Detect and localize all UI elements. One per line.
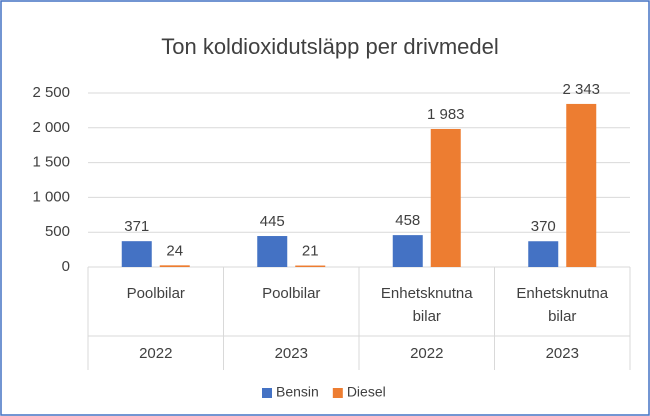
- data-label: 1 983: [427, 106, 465, 123]
- x-group-label: 2023: [274, 345, 308, 362]
- data-label: 2 343: [562, 81, 600, 98]
- chart-title: Ton koldioxidutsläpp per drivmedel: [161, 34, 499, 59]
- bar: [257, 236, 288, 267]
- data-label: 445: [260, 213, 285, 230]
- bar: [159, 265, 190, 267]
- legend-label: Bensin: [276, 384, 319, 400]
- y-tick-label: 0: [62, 258, 70, 275]
- data-label: 371: [124, 218, 149, 235]
- y-tick-label: 1 500: [32, 154, 70, 171]
- x-tick-label: Poolbilar: [262, 285, 321, 302]
- x-tick-label: Poolbilar: [126, 285, 185, 302]
- bar: [392, 235, 423, 267]
- y-tick-label: 1 000: [32, 188, 70, 205]
- bar: [528, 241, 559, 267]
- legend-swatch: [262, 388, 272, 398]
- bar: [430, 128, 461, 267]
- data-label: 24: [166, 242, 183, 259]
- data-label: 21: [302, 243, 319, 260]
- y-tick-label: 2 500: [32, 84, 70, 101]
- data-label: 370: [531, 218, 556, 235]
- x-group-label: 2022: [139, 345, 173, 362]
- legend-label: Diesel: [347, 384, 386, 400]
- x-tick-label: Enhetsknutna bilar: [380, 285, 473, 325]
- y-tick-label: 2 000: [32, 119, 70, 136]
- x-group-label: 2022: [410, 345, 444, 362]
- x-tick-label: Enhetsknutna bilar: [516, 285, 609, 325]
- y-tick-label: 500: [45, 223, 70, 240]
- data-label: 458: [395, 212, 420, 229]
- bar: [295, 265, 326, 267]
- bar: [121, 241, 152, 267]
- legend-swatch: [332, 388, 343, 398]
- x-group-label: 2023: [545, 345, 579, 362]
- bar: [566, 103, 597, 267]
